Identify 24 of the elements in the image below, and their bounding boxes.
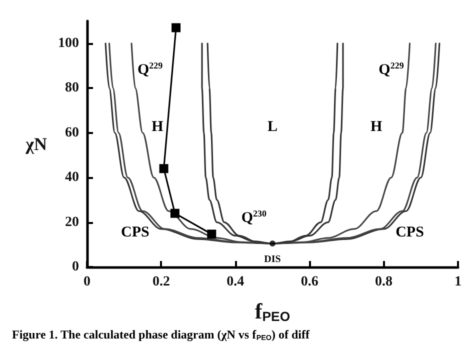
annotation: H: [370, 118, 383, 135]
point: [172, 23, 181, 32]
y-tick-label: 80: [65, 80, 79, 96]
annotation: L: [267, 118, 278, 135]
x-tick-label: 0.6: [300, 274, 318, 290]
y-tick-label: 40: [65, 170, 79, 186]
annotation: DIS: [264, 254, 282, 266]
point: [207, 230, 216, 239]
annotation: CPS: [121, 224, 150, 241]
point: [270, 240, 276, 247]
annotation: CPS: [396, 224, 424, 241]
y-tick-label: 100: [58, 36, 79, 51]
y-tick-label: 0: [72, 260, 79, 274]
x-tick-label: 0: [84, 274, 90, 290]
y-axis-title: χN: [24, 134, 47, 154]
x-tick-label: 0.2: [152, 274, 170, 290]
y-tick-label: 20: [65, 214, 79, 230]
point: [159, 164, 168, 174]
x-tick-label: 0.8: [375, 274, 393, 290]
point: [170, 208, 180, 218]
y-tick-label: 60: [65, 125, 79, 140]
annotation: H: [152, 118, 164, 135]
x-tick-label: 1: [454, 274, 462, 290]
x-tick-label: 0.4: [226, 274, 244, 290]
